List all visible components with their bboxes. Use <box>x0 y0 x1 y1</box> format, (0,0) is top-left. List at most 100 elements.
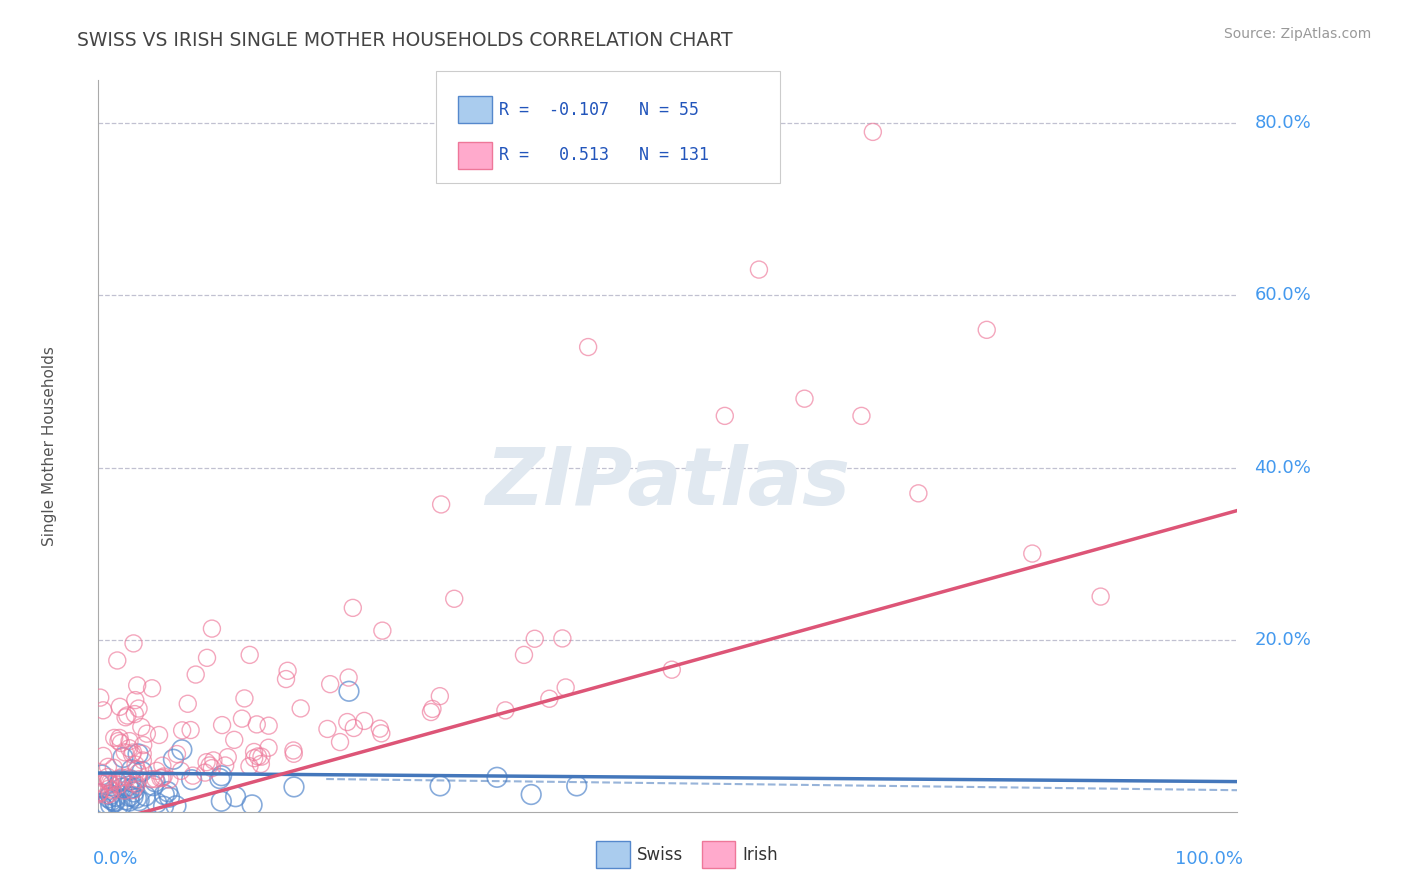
Point <box>89 690 111 705</box>
Point <box>128 701 150 715</box>
Point <box>121 747 143 762</box>
Point <box>239 648 262 662</box>
Point <box>565 779 588 793</box>
Point <box>336 714 359 729</box>
Point <box>243 745 266 759</box>
Point <box>105 653 128 667</box>
Point <box>165 798 187 813</box>
Point <box>907 486 929 500</box>
Point <box>211 718 233 732</box>
Point <box>111 797 134 812</box>
Point <box>128 772 150 787</box>
Point <box>159 790 181 805</box>
Point <box>343 721 366 735</box>
Point <box>125 791 148 805</box>
Point <box>127 747 149 761</box>
Point <box>246 717 269 731</box>
Point <box>211 769 233 783</box>
Point <box>132 747 155 761</box>
Text: Source: ZipAtlas.com: Source: ZipAtlas.com <box>1223 27 1371 41</box>
Point <box>91 800 114 814</box>
Point <box>118 789 141 804</box>
Point <box>134 789 156 803</box>
Point <box>177 697 200 711</box>
Point <box>118 794 141 808</box>
Point <box>118 781 141 796</box>
Point <box>107 734 129 748</box>
Point <box>97 790 120 805</box>
Point <box>98 788 121 802</box>
Point <box>180 772 202 787</box>
Point <box>520 788 543 802</box>
Point <box>422 702 444 716</box>
Point <box>250 757 273 772</box>
Point <box>172 723 194 738</box>
Point <box>337 671 360 685</box>
Point <box>132 738 155 752</box>
Text: 0.0%: 0.0% <box>93 850 138 869</box>
Point <box>486 770 509 784</box>
Point <box>111 780 134 795</box>
Point <box>661 663 683 677</box>
Point <box>225 789 247 804</box>
Text: 60.0%: 60.0% <box>1254 286 1312 304</box>
Point <box>96 789 118 803</box>
Point <box>368 722 391 736</box>
Point <box>184 667 207 681</box>
Text: Single Mother Households: Single Mother Households <box>42 346 56 546</box>
Point <box>91 799 114 814</box>
Point <box>104 795 127 809</box>
Point <box>110 772 132 787</box>
Point <box>131 764 153 779</box>
Point <box>233 691 256 706</box>
Point <box>257 740 280 755</box>
Point <box>195 650 218 665</box>
Point <box>98 775 121 789</box>
Point <box>141 681 163 696</box>
Point <box>153 788 176 802</box>
Point <box>100 797 122 812</box>
Point <box>208 772 231 786</box>
Point <box>152 769 174 783</box>
Point <box>122 789 145 804</box>
Point <box>110 736 132 750</box>
Point <box>122 746 145 760</box>
Point <box>257 719 280 733</box>
Point <box>114 710 136 724</box>
Point <box>513 648 536 662</box>
Point <box>277 664 299 678</box>
Point <box>89 777 111 791</box>
Point <box>87 787 110 801</box>
Point <box>142 779 165 793</box>
Point <box>748 262 770 277</box>
Point <box>114 793 136 807</box>
Text: Irish: Irish <box>742 846 778 863</box>
Point <box>148 728 170 742</box>
Point <box>443 591 465 606</box>
Point <box>122 776 145 790</box>
Point <box>91 777 114 791</box>
Point <box>103 761 125 775</box>
Point <box>283 780 305 794</box>
Point <box>274 672 297 686</box>
Point <box>146 764 169 778</box>
Point <box>112 783 135 797</box>
Point <box>124 693 146 707</box>
Point <box>159 772 181 787</box>
Text: Swiss: Swiss <box>637 846 683 863</box>
Point <box>125 762 148 776</box>
Point <box>180 723 202 737</box>
Point <box>114 745 136 759</box>
Point <box>246 749 269 764</box>
Point <box>551 632 574 646</box>
Point <box>1021 547 1043 561</box>
Point <box>108 731 131 745</box>
Point <box>554 681 576 695</box>
Point <box>156 785 179 799</box>
Point <box>162 752 184 766</box>
Point <box>108 699 131 714</box>
Point <box>98 781 121 796</box>
Point <box>342 600 364 615</box>
Point <box>120 772 142 787</box>
Point <box>337 684 360 698</box>
